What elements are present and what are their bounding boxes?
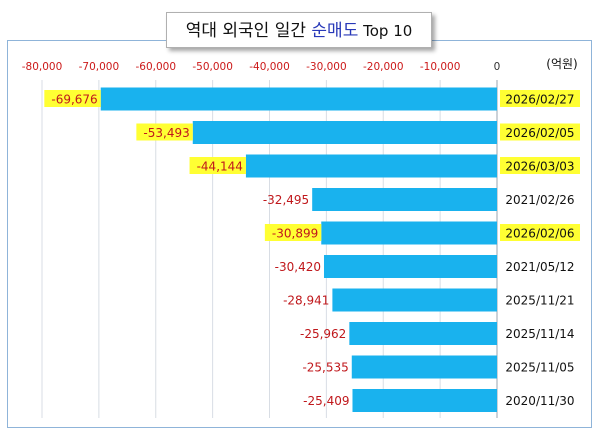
category-label: 2025/11/14	[505, 327, 574, 341]
bar	[245, 154, 497, 178]
category-label-highlight	[500, 123, 580, 141]
x-tick-label: -30,000	[306, 61, 347, 73]
value-label: -44,144	[197, 160, 243, 174]
category-label: 2020/11/30	[505, 394, 574, 408]
value-label: -25,535	[302, 361, 348, 375]
value-label: -25,962	[300, 327, 346, 341]
x-tick-label: -70,000	[79, 61, 120, 73]
category-label-highlight	[500, 224, 580, 241]
x-tick-label: 0	[494, 61, 501, 73]
x-tick-label: -20,000	[363, 61, 404, 73]
x-tick-label: -50,000	[192, 61, 233, 73]
value-labels: -69,676 -53,493 -44,144 -32,495 -30,899 -30,4…	[44, 90, 349, 408]
bar	[351, 355, 497, 379]
bar	[312, 188, 497, 211]
title-highlight: 순매도	[311, 21, 359, 41]
value-label: -25,409	[303, 394, 349, 408]
bar	[321, 221, 497, 245]
value-label: -53,493	[143, 126, 189, 140]
bar	[352, 389, 497, 412]
value-label: -30,899	[272, 227, 318, 241]
title-suffix: Top 10	[358, 22, 413, 40]
bar	[332, 288, 497, 312]
title-prefix: 역대 외국인 일간	[185, 21, 312, 41]
value-label: -69,676	[51, 93, 97, 107]
bar	[349, 322, 497, 345]
bars	[100, 87, 498, 412]
category-label: 2026/02/27	[505, 93, 574, 107]
value-label-highlight	[189, 157, 246, 174]
x-axis-ticks: -80,000 -70,000 -60,000 -50,000 -40,000 -30,0…	[22, 61, 501, 73]
value-label: -32,495	[263, 193, 309, 207]
category-label: 2025/11/21	[505, 294, 574, 308]
value-label: -30,420	[275, 260, 321, 274]
value-label-highlight	[264, 224, 322, 241]
value-label-highlight	[44, 90, 101, 107]
bar	[192, 121, 498, 144]
value-label: -28,941	[283, 294, 329, 308]
x-tick-label: -40,000	[249, 61, 290, 73]
x-tick-label: -60,000	[135, 61, 176, 73]
bar	[323, 255, 497, 278]
value-label-highlight	[136, 123, 193, 141]
category-label-highlight	[500, 157, 580, 174]
category-label: 2021/02/26	[505, 193, 574, 207]
category-label: 2026/02/05	[505, 126, 574, 140]
category-label: 2026/02/06	[505, 227, 574, 241]
x-tick-label: -10,000	[420, 61, 461, 73]
x-tick-label: -80,000	[22, 61, 63, 73]
category-labels: 2026/02/27 2026/02/05 2026/03/03 2021/02/26…	[500, 90, 580, 408]
category-label-highlight	[500, 90, 580, 107]
bar	[100, 87, 498, 111]
category-label: 2021/05/12	[505, 260, 574, 274]
category-label: 2025/11/05	[505, 361, 574, 375]
chart-title: 역대 외국인 일간 순매도 Top 10	[166, 12, 432, 48]
category-label: 2026/03/03	[505, 160, 574, 174]
unit-label: (억원)	[546, 57, 577, 71]
